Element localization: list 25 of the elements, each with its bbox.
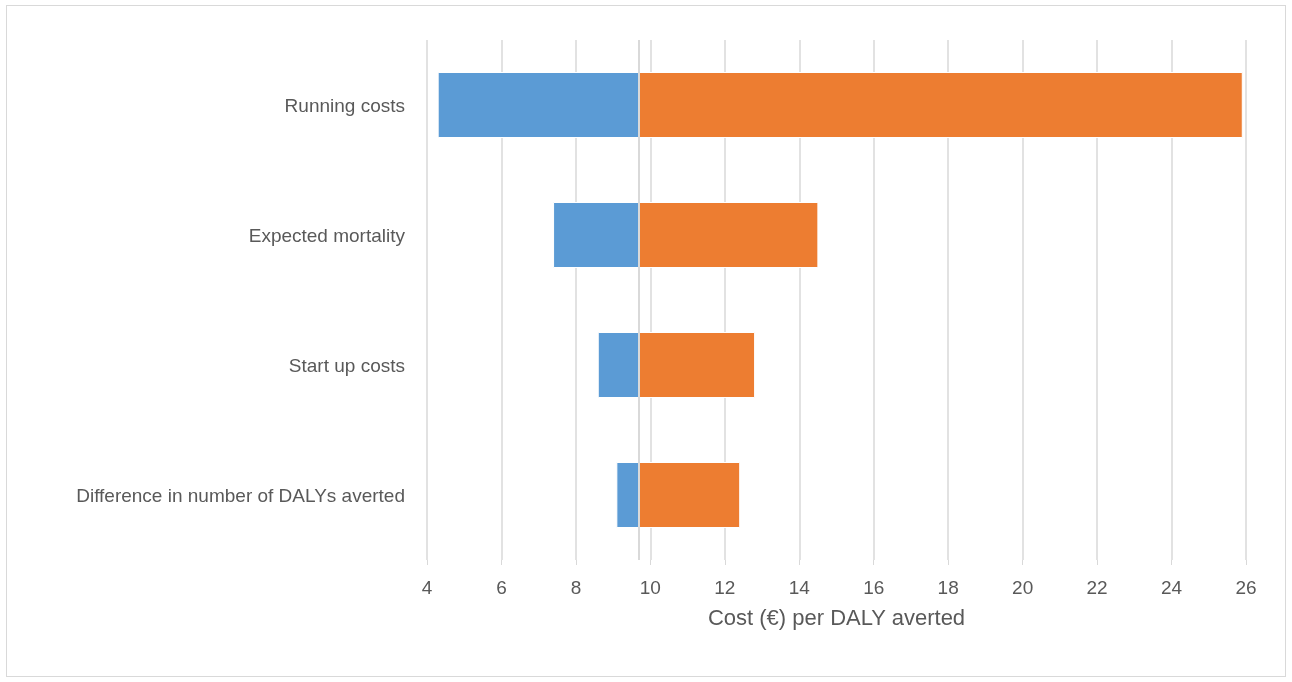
x-tick-label: 16 bbox=[863, 577, 885, 598]
y-tick-label: Running costs bbox=[284, 94, 405, 116]
x-tick-label: 8 bbox=[570, 577, 582, 598]
bar bbox=[553, 202, 640, 268]
y-tick-label: Start up costs bbox=[288, 354, 405, 376]
bar bbox=[597, 332, 640, 398]
x-tick-label: 26 bbox=[1235, 577, 1257, 598]
bar bbox=[638, 72, 1243, 138]
x-tick-label: 10 bbox=[639, 577, 661, 598]
x-tick-label: 6 bbox=[496, 577, 507, 598]
x-axis-title: Cost (€) per DALY averted bbox=[707, 604, 966, 630]
bar bbox=[638, 202, 819, 268]
bar bbox=[638, 462, 741, 528]
bar bbox=[437, 72, 640, 138]
x-tick-label: 12 bbox=[714, 577, 736, 598]
x-tick-label: 20 bbox=[1012, 577, 1034, 598]
bar bbox=[616, 462, 640, 528]
x-tick-label: 24 bbox=[1160, 577, 1183, 598]
y-tick-label: Difference in number of DALYs averted bbox=[76, 484, 405, 506]
x-tick-label: 14 bbox=[788, 577, 811, 598]
x-tick-label: 18 bbox=[937, 577, 959, 598]
x-tick-label: 22 bbox=[1086, 577, 1108, 598]
x-tick-label: 4 bbox=[421, 577, 433, 598]
y-tick-label: Expected mortality bbox=[248, 224, 406, 246]
bar bbox=[638, 332, 756, 398]
